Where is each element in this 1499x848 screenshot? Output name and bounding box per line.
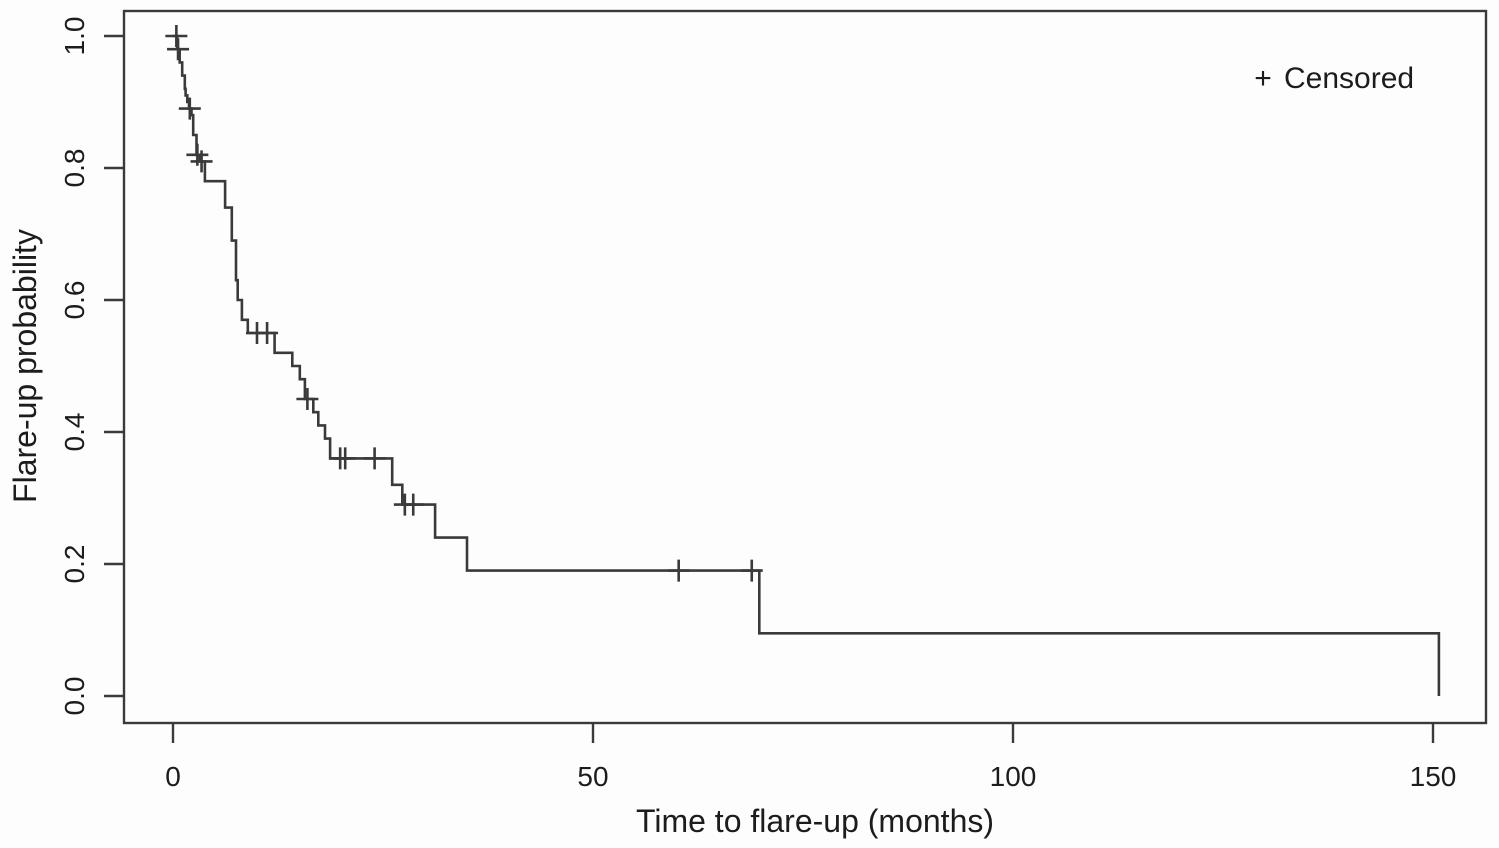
y-tick-label: 0.4 bbox=[59, 413, 90, 452]
censor-plus-mark bbox=[363, 447, 386, 470]
legend-censored-label: Censored bbox=[1284, 62, 1414, 95]
y-axis-ticks: 0.0 0.2 0.4 0.6 0.8 1.0 bbox=[59, 17, 124, 716]
y-tick-label: 0.2 bbox=[59, 545, 90, 584]
plot-frame bbox=[122, 9, 1488, 725]
censored-plus-icon: + bbox=[1254, 62, 1272, 95]
censor-plus-mark bbox=[190, 150, 213, 173]
censor-plus-mark bbox=[256, 322, 279, 344]
legend: + Censored bbox=[1254, 62, 1414, 95]
survival-step-path bbox=[173, 34, 1441, 696]
y-tick-label: 0.8 bbox=[59, 149, 90, 188]
x-axis-label: Time to flare-up (months) bbox=[636, 803, 994, 839]
y-tick-label: 0.0 bbox=[59, 677, 90, 716]
censor-plus-mark bbox=[402, 493, 425, 516]
censor-plus-mark bbox=[165, 25, 188, 47]
x-axis-ticks: 0 50 100 150 bbox=[165, 723, 1456, 792]
censor-plus-mark bbox=[334, 447, 357, 470]
censor-plus-mark bbox=[667, 559, 690, 582]
x-tick-label: 150 bbox=[1410, 761, 1457, 792]
censor-marks bbox=[165, 25, 763, 582]
y-tick-label: 0.6 bbox=[59, 281, 90, 320]
survival-curve bbox=[173, 34, 1441, 696]
censor-plus-mark bbox=[296, 388, 319, 410]
censor-plus-mark bbox=[178, 97, 201, 120]
x-tick-label: 50 bbox=[577, 761, 608, 792]
censor-plus-mark bbox=[740, 559, 763, 582]
x-tick-label: 100 bbox=[990, 761, 1037, 792]
y-tick-label: 1.0 bbox=[59, 17, 90, 56]
x-tick-label: 0 bbox=[165, 761, 181, 792]
censor-plus-mark bbox=[167, 38, 190, 61]
y-axis-label: Flare-up probability bbox=[7, 229, 43, 503]
